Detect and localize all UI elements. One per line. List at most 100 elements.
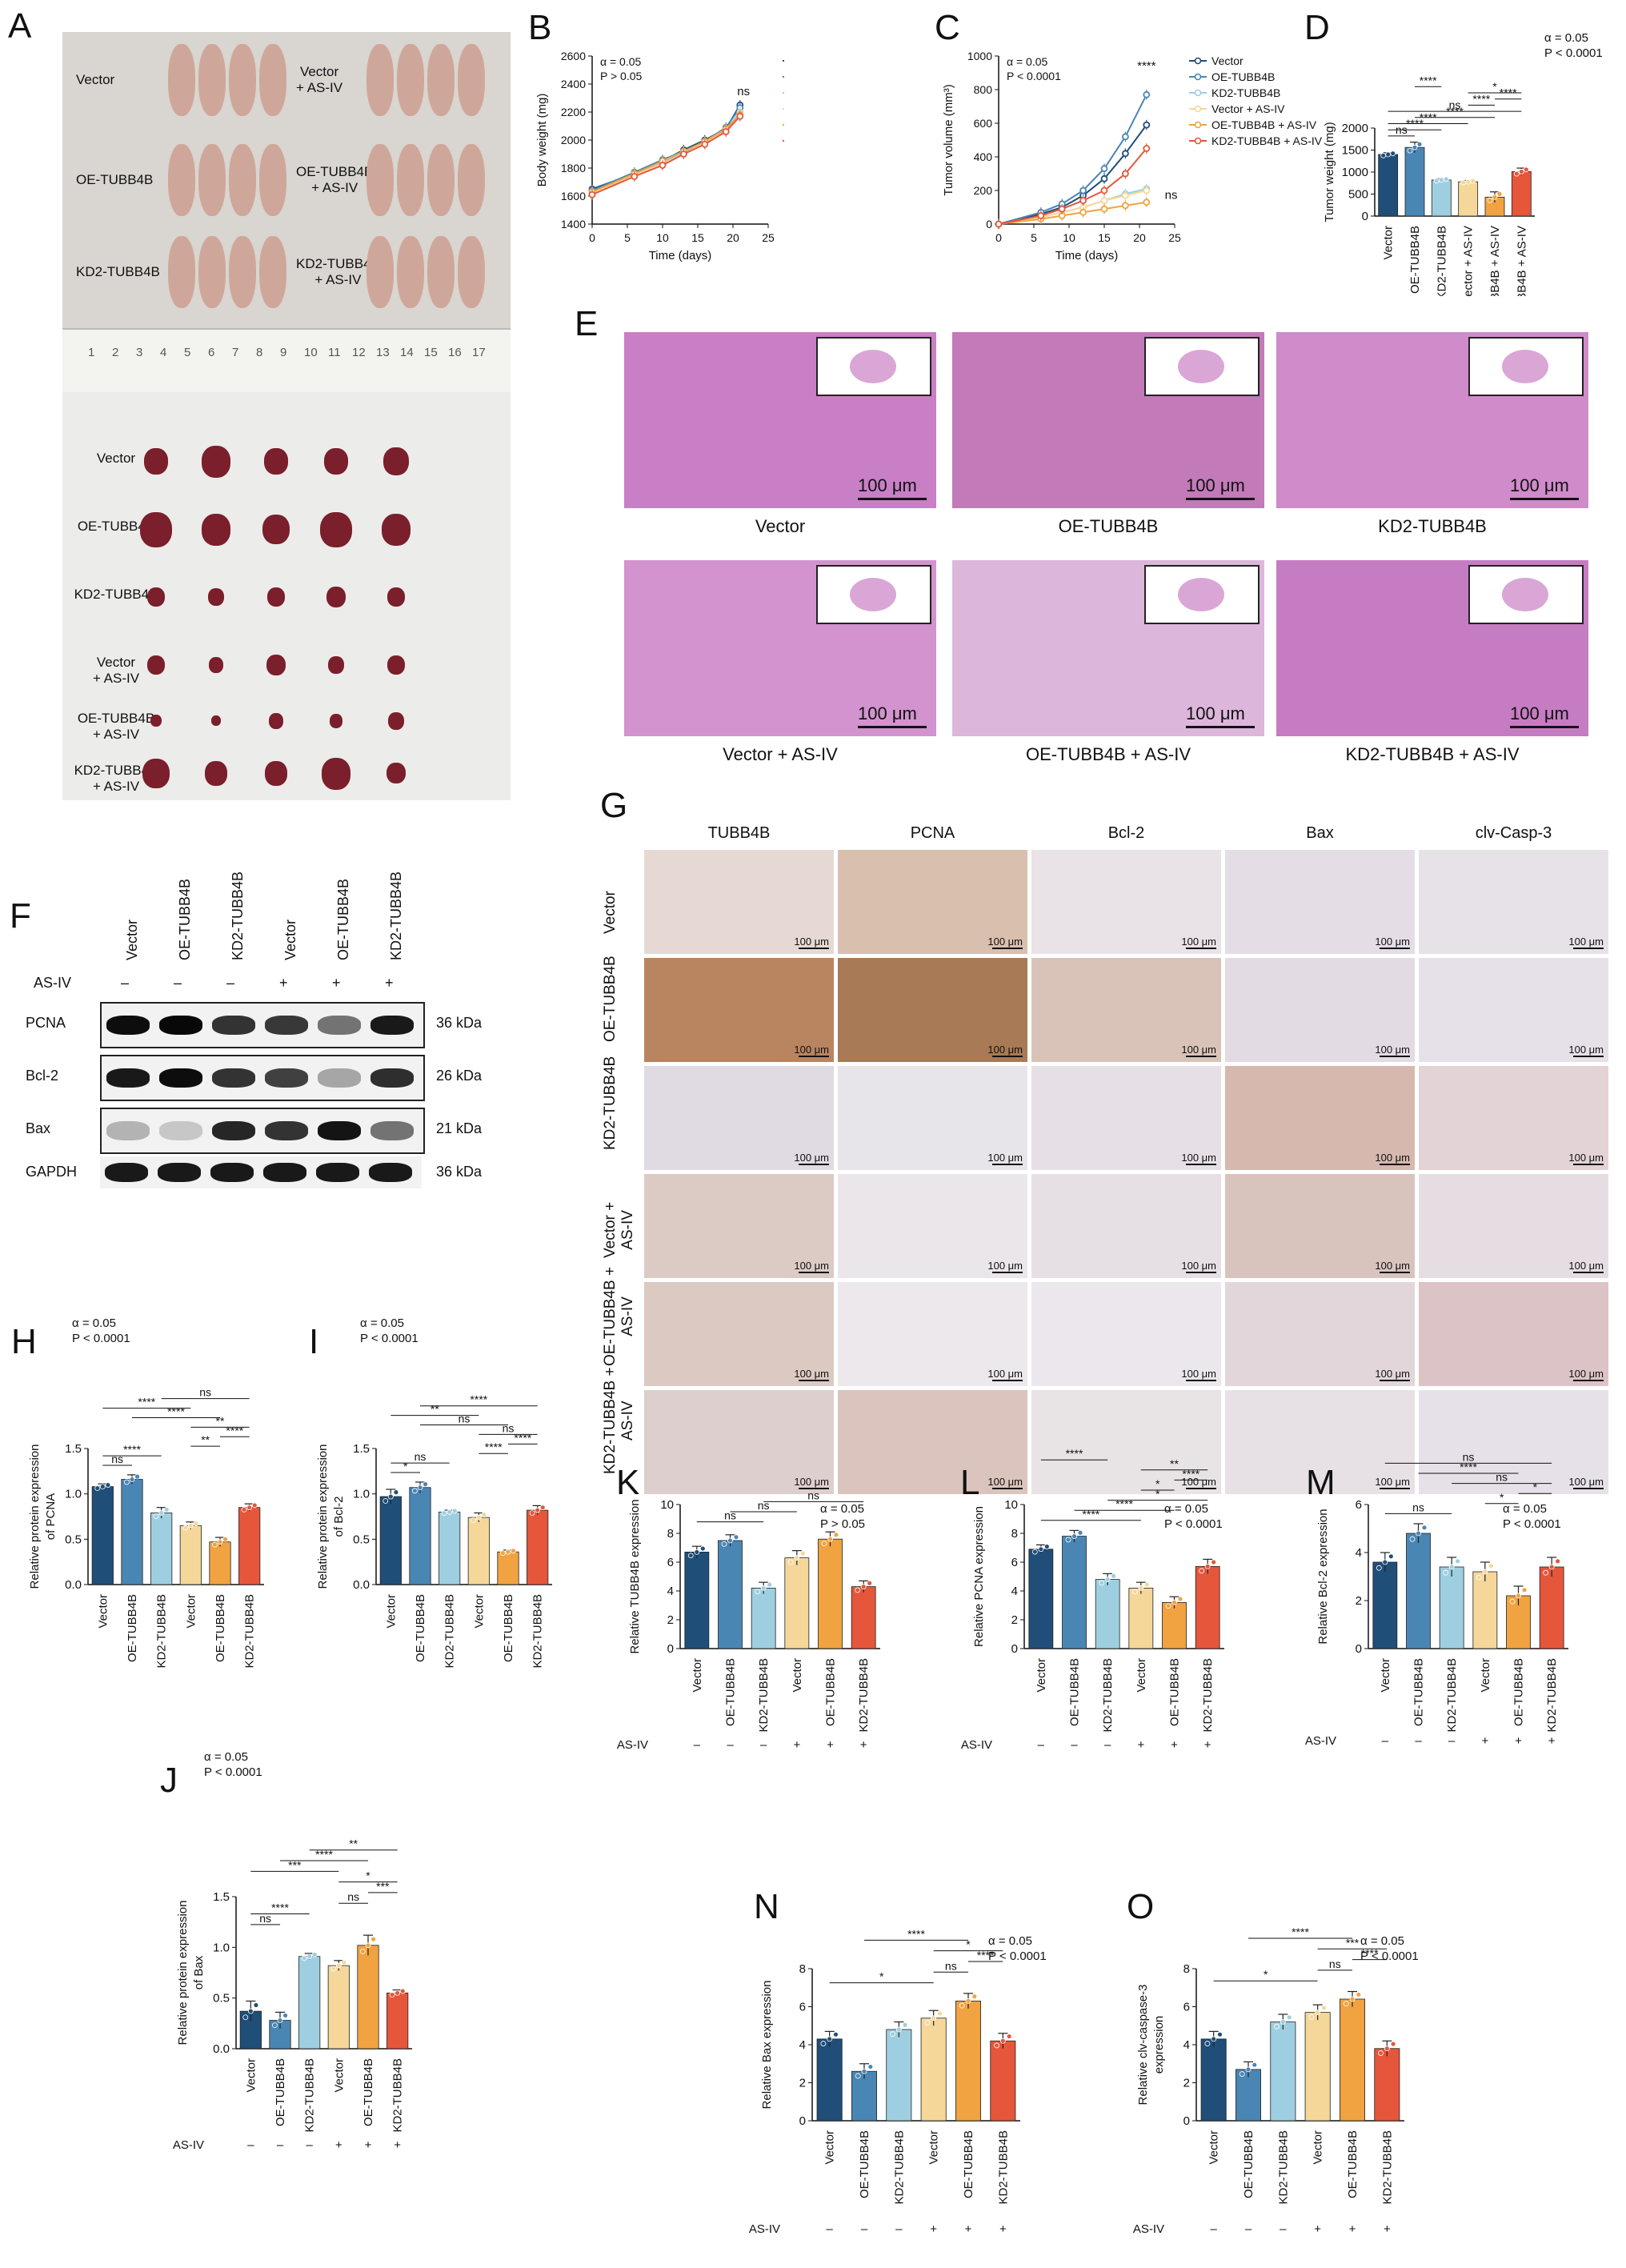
group-label: KD2-TUBB4B — [303, 2058, 317, 2133]
data-dot — [1384, 2046, 1390, 2052]
asiv-sign: + — [1349, 2222, 1356, 2236]
asiv-sign: – — [1245, 2222, 1252, 2236]
x-tick-label: 20 — [1133, 231, 1146, 244]
comparison-label: ** — [201, 1433, 210, 1446]
comparison-label: * — [1264, 1968, 1268, 1981]
data-point — [1143, 90, 1151, 98]
tumor-shape — [262, 515, 290, 545]
scale-bar: 100 μm — [794, 1260, 829, 1273]
y-axis-label: Relative clv-caspase-3 — [1136, 1985, 1150, 2106]
panel-letter-i: I — [309, 1322, 319, 1361]
data-dot — [821, 1541, 827, 1546]
asiv-sign: – — [1415, 1734, 1422, 1748]
chart-k: 0 2 4 6 8 10 Relative TUBB4B expression Vector O… — [617, 1489, 880, 1752]
data-dot — [860, 1584, 867, 1590]
data-dot — [253, 2002, 259, 2008]
data-dot — [441, 1510, 447, 1517]
ihc-image: 100 μm — [1225, 958, 1415, 1062]
asiv-sign: – — [727, 1738, 734, 1752]
comparison-label: ** — [431, 1403, 439, 1416]
he-inset-blob — [1178, 578, 1224, 611]
scale-label: 100 μm — [1568, 936, 1604, 948]
y-tick-label: 0.5 — [65, 1533, 82, 1546]
scale-label: 100 μm — [987, 1152, 1023, 1164]
mouse-shape — [397, 144, 424, 216]
comparison-label: ns — [758, 1499, 770, 1512]
scale-label: 100 μm — [1375, 1476, 1410, 1488]
data-point — [1100, 174, 1108, 182]
group-label: OE-TUBB4B — [362, 2058, 375, 2126]
panel-letter-m: M — [1306, 1463, 1336, 1502]
scale-bar: 100 μm — [987, 1044, 1023, 1057]
lane-label: Vector — [282, 919, 298, 960]
chart-i: 0.0 0.5 1.0 1.5 Relative protein expression o… — [313, 1316, 552, 1673]
data-dot — [965, 1998, 971, 2004]
series-line — [998, 147, 1147, 225]
asiv-label: AS-IV — [749, 2222, 780, 2236]
blot-band — [159, 1121, 202, 1140]
data-dot — [471, 1517, 477, 1523]
data-dot — [1211, 2036, 1217, 2042]
comparison-label: **** — [485, 1441, 503, 1453]
chart-m: 0 2 4 6 Relative Bcl-2 expression Vector OE-TU… — [1305, 1450, 1568, 1748]
scale-bar-line — [799, 948, 829, 949]
mouse-shape — [229, 236, 256, 308]
data-dot — [341, 1959, 347, 1965]
ruler-number: 14 — [400, 346, 414, 359]
tumor-row-label: KD2-TUBB4B + AS-IV — [74, 763, 158, 794]
y-tick-label: 0.0 — [65, 1578, 82, 1592]
data-dot — [1488, 1563, 1494, 1569]
scale-label: 100 μm — [1375, 1152, 1410, 1164]
asiv-sign: + — [999, 2222, 1007, 2236]
chart-d: 0 500 1000 1500 2000 Tumor weight (mg) Vector O… — [1323, 31, 1603, 296]
ihc-column-header: TUBB4B — [707, 824, 771, 842]
data-point — [1079, 186, 1087, 194]
panel-letter-g: G — [600, 786, 628, 825]
scale-label: 100 μm — [1186, 475, 1245, 495]
data-dot — [890, 2031, 895, 2038]
y-tick-label: 2000 — [561, 134, 586, 146]
group-label: KD2-TUBB4B + AS-IV — [1515, 226, 1528, 296]
ihc-image: 100 μm — [1419, 1390, 1608, 1494]
scale-bar: 100 μm — [1568, 1368, 1604, 1381]
data-dot — [134, 1473, 141, 1480]
scale-bar: 100 μm — [1181, 1368, 1216, 1381]
y-tick-label: 6 — [1356, 1498, 1362, 1512]
scale-bar-line — [992, 1164, 1023, 1165]
blot-band — [318, 1068, 361, 1088]
y-axis-label: of Bax — [192, 1955, 206, 1990]
data-dot — [475, 1514, 482, 1521]
comparison-label: ns — [111, 1453, 123, 1465]
ruler-number: 15 — [424, 346, 438, 359]
comparison-label: **** — [315, 1848, 333, 1861]
data-point — [1121, 191, 1129, 199]
y-tick-label: 10 — [660, 1498, 674, 1512]
blot-band — [370, 1016, 414, 1035]
scale-bar: 100 μm — [794, 1152, 829, 1165]
comparison-label: * — [1533, 1481, 1538, 1493]
group-label: Vector — [1035, 1658, 1048, 1693]
ihc-image: 100 μm — [1225, 1066, 1415, 1170]
group-label: KD2-TUBB4B — [1276, 2130, 1290, 2205]
blot-kda: 36 kDa — [436, 1015, 483, 1031]
legend-marker — [1194, 73, 1202, 81]
blot-band — [105, 1163, 148, 1182]
bar — [238, 1507, 261, 1585]
comparison-label: ns — [1329, 1957, 1341, 1970]
mouse-shape — [198, 44, 226, 116]
group-label: Vector — [472, 1594, 486, 1629]
data-dot — [1252, 2062, 1258, 2068]
data-dot — [481, 1512, 487, 1518]
group-label: OE-TUBB4B — [1512, 1658, 1526, 1726]
comparison-label: * — [966, 1938, 971, 1951]
stat-alpha: α = 0.05 — [360, 1316, 404, 1330]
scale-bar-line — [1186, 1272, 1216, 1273]
tumor-shape — [144, 448, 168, 475]
asiv-sign: + — [1137, 1738, 1144, 1752]
bar — [357, 1945, 379, 2050]
bar — [1431, 179, 1452, 217]
bar — [497, 1551, 519, 1585]
data-dot — [123, 1479, 130, 1485]
group-label: OE-TUBB4B — [724, 1658, 738, 1726]
comparison-label: *** — [288, 1858, 302, 1871]
